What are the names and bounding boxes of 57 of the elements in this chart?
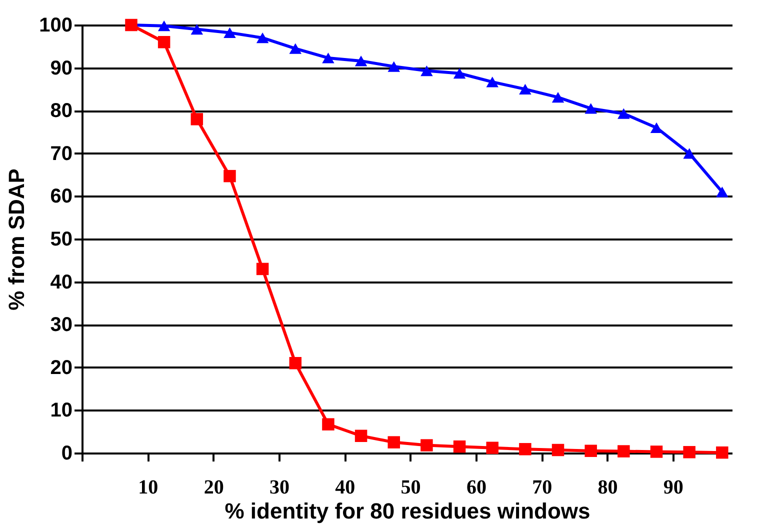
point bbox=[486, 442, 498, 454]
point bbox=[486, 76, 498, 88]
point bbox=[388, 61, 400, 72]
point bbox=[388, 436, 400, 448]
point bbox=[519, 84, 532, 95]
point bbox=[322, 418, 334, 430]
point bbox=[519, 443, 532, 456]
point bbox=[289, 43, 302, 54]
x-axis-title: % identity for 80 residues windows bbox=[224, 498, 590, 524]
point bbox=[322, 52, 334, 64]
y-tick-label: 30 bbox=[50, 314, 72, 336]
point bbox=[584, 103, 597, 114]
y-tick-label: 100 bbox=[39, 14, 72, 36]
y-tick-label: 50 bbox=[50, 228, 72, 250]
x-tick-label: 20 bbox=[204, 476, 224, 498]
y-axis-title: % from SDAP bbox=[4, 168, 30, 310]
point bbox=[453, 440, 466, 453]
x-tick-label: 90 bbox=[663, 476, 684, 498]
point bbox=[190, 113, 204, 126]
y-tick-label: 20 bbox=[50, 356, 72, 379]
point bbox=[224, 27, 236, 38]
y-tick-label: 0 bbox=[61, 442, 72, 464]
point bbox=[618, 445, 630, 458]
point bbox=[552, 92, 564, 103]
point bbox=[650, 446, 663, 458]
y-tick-label: 80 bbox=[50, 100, 72, 122]
x-tick-label: 30 bbox=[269, 476, 290, 498]
point bbox=[420, 65, 433, 76]
point bbox=[683, 148, 696, 159]
point bbox=[224, 170, 236, 182]
point bbox=[618, 108, 630, 119]
point bbox=[190, 24, 204, 35]
y-tick-label: 70 bbox=[50, 142, 72, 165]
point bbox=[420, 439, 433, 452]
point bbox=[453, 68, 466, 79]
y-tick-label: 90 bbox=[50, 57, 72, 80]
point bbox=[354, 430, 368, 442]
x-tick-label: 50 bbox=[400, 476, 421, 498]
point bbox=[716, 186, 728, 198]
x-tick-label: 60 bbox=[466, 476, 486, 498]
point bbox=[256, 32, 269, 44]
y-tick-label: 40 bbox=[50, 271, 72, 294]
point bbox=[158, 36, 170, 48]
point bbox=[158, 20, 170, 32]
x-tick-label: 10 bbox=[138, 476, 158, 498]
x-tick-label: 70 bbox=[532, 476, 552, 498]
point bbox=[354, 56, 368, 66]
x-tick-label: 40 bbox=[335, 476, 356, 498]
y-tick-label: 60 bbox=[50, 186, 72, 208]
point bbox=[683, 446, 696, 458]
x-tick-label: 80 bbox=[598, 476, 618, 498]
point bbox=[552, 444, 564, 456]
point bbox=[289, 356, 302, 370]
point bbox=[256, 262, 269, 276]
point bbox=[584, 444, 597, 457]
point bbox=[716, 446, 728, 459]
y-tick-label: 10 bbox=[50, 400, 72, 422]
